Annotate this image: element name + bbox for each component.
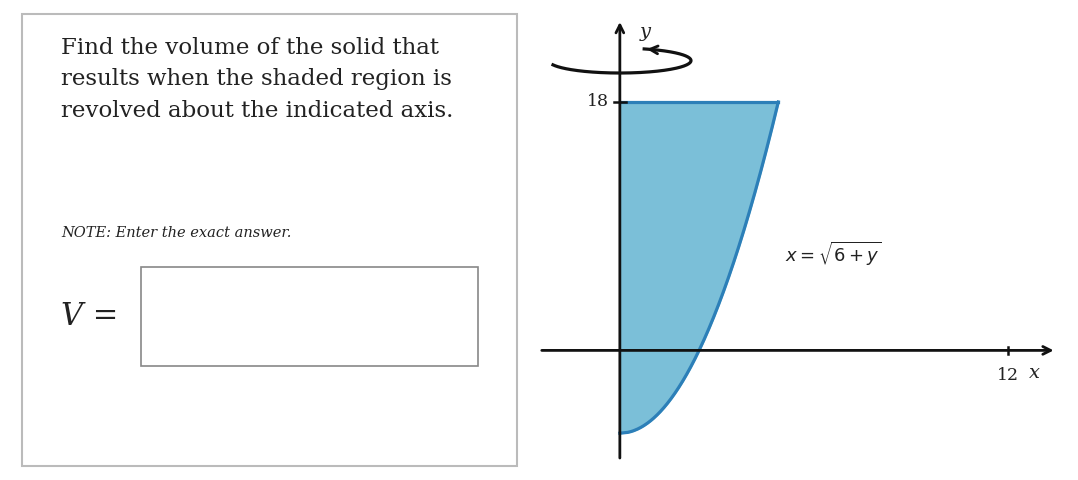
Text: y: y [639, 24, 650, 41]
Text: 12: 12 [997, 367, 1019, 384]
Text: $x = \sqrt{6+y}$: $x = \sqrt{6+y}$ [785, 240, 882, 268]
Text: Find the volume of the solid that
results when the shaded region is
revolved abo: Find the volume of the solid that result… [61, 37, 454, 121]
Text: V =: V = [61, 301, 119, 332]
Bar [140, 267, 478, 366]
Text: x: x [1029, 364, 1040, 382]
Text: 18: 18 [586, 94, 609, 110]
Text: NOTE: Enter the exact answer.: NOTE: Enter the exact answer. [61, 227, 292, 240]
